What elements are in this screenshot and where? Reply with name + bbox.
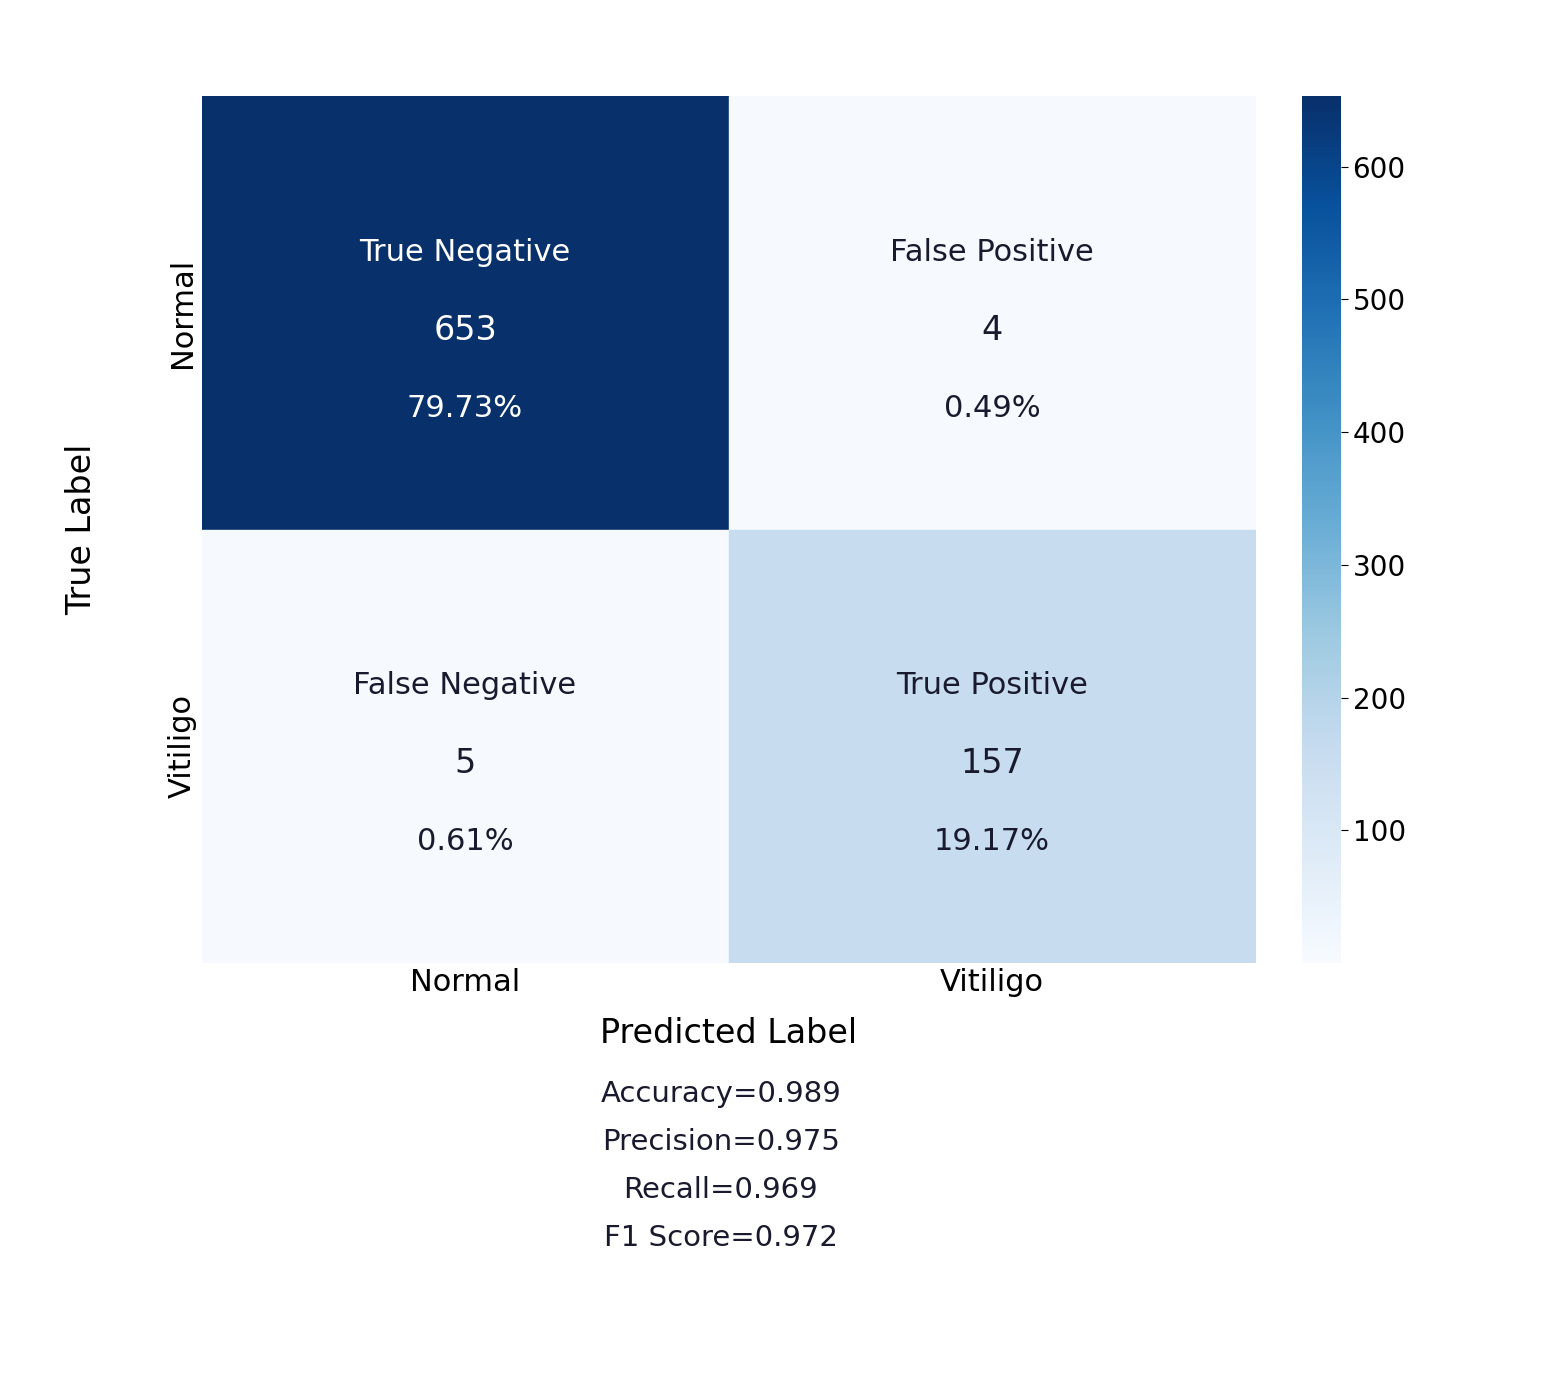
Text: True Positive: True Positive — [896, 671, 1088, 700]
Bar — [728, 530, 1256, 963]
Bar — [728, 96, 1256, 530]
Text: 4: 4 — [981, 314, 1003, 347]
Text: 0.49%: 0.49% — [944, 394, 1040, 422]
Text: 19.17%: 19.17% — [935, 827, 1049, 856]
Bar — [202, 96, 728, 530]
Text: 79.73%: 79.73% — [408, 394, 522, 422]
Text: 653: 653 — [432, 314, 498, 347]
Text: False Positive: False Positive — [890, 238, 1094, 267]
Y-axis label: True Label: True Label — [65, 444, 98, 615]
X-axis label: Predicted Label: Predicted Label — [600, 1017, 857, 1050]
Text: True Negative: True Negative — [360, 238, 570, 267]
Text: 5: 5 — [454, 747, 476, 780]
Text: False Negative: False Negative — [353, 671, 577, 700]
Text: Accuracy=0.989
Precision=0.975
Recall=0.969
F1 Score=0.972: Accuracy=0.989 Precision=0.975 Recall=0.… — [600, 1080, 842, 1252]
Text: 0.61%: 0.61% — [417, 827, 513, 856]
Text: 157: 157 — [959, 747, 1025, 780]
Bar — [202, 530, 728, 963]
